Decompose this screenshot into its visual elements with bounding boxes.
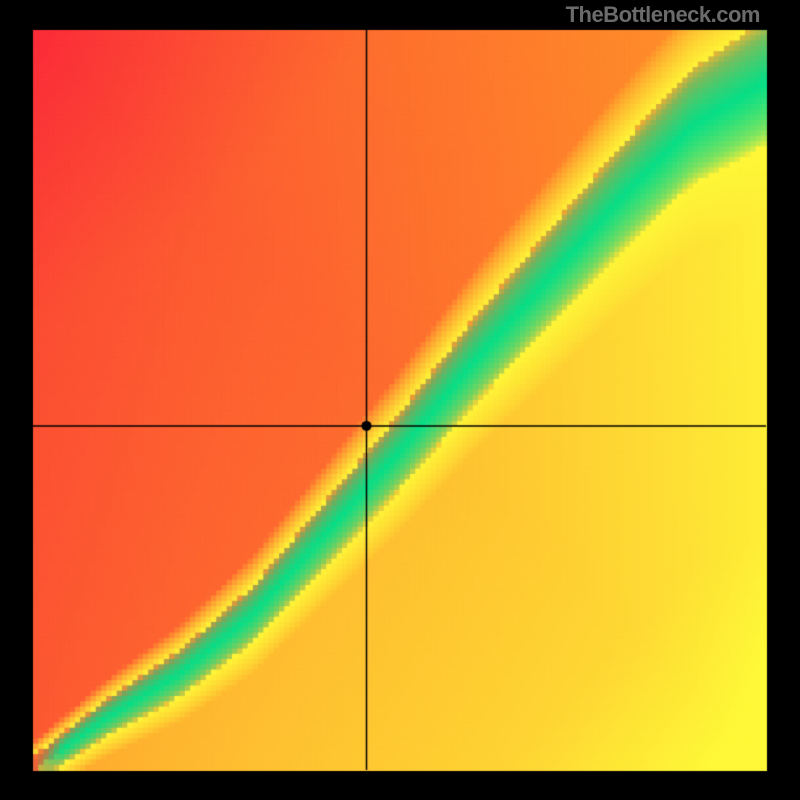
chart-container: TheBottleneck.com (0, 0, 800, 800)
heatmap-canvas (0, 0, 800, 800)
watermark-text: TheBottleneck.com (566, 2, 760, 28)
